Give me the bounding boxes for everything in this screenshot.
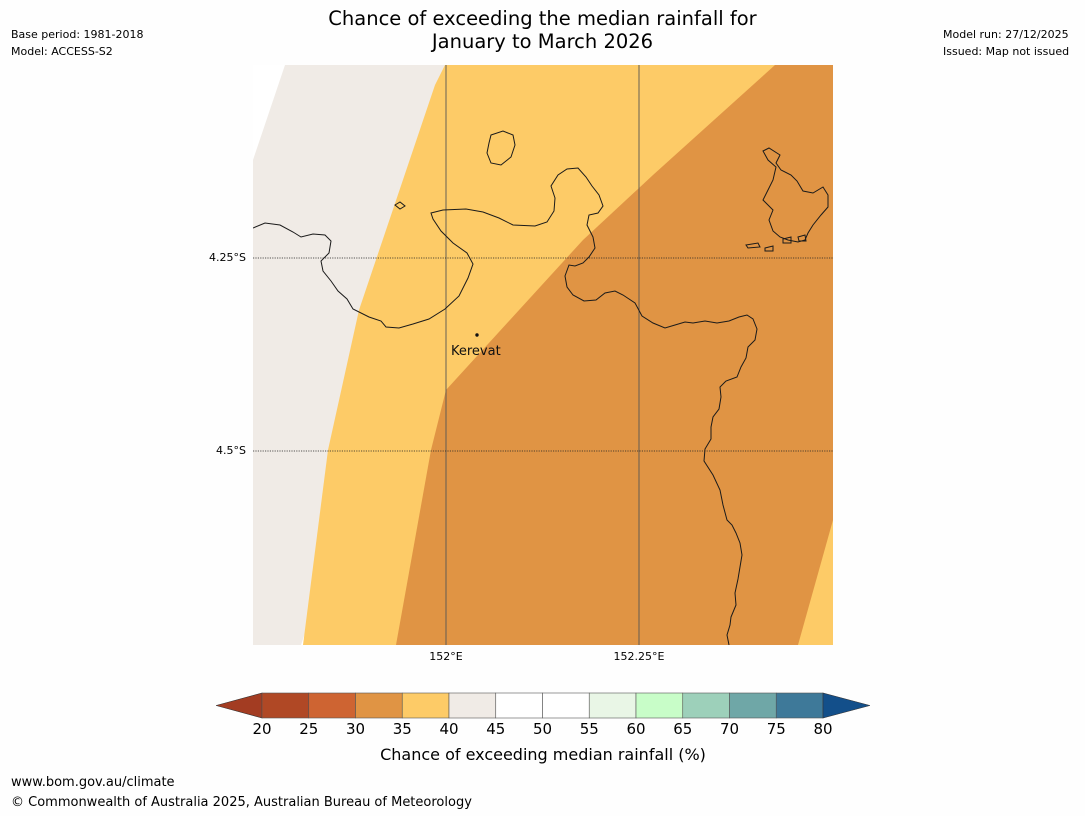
colorbar-svg	[214, 692, 872, 719]
colorbar-tick-label: 60	[626, 720, 646, 738]
coastline-islets	[745, 234, 807, 252]
lon-label-152-25: 152.25°E	[613, 650, 665, 663]
colorbar-cell	[495, 692, 543, 719]
colorbar-tick-label: 20	[252, 720, 272, 738]
rainfall-map[interactable]: Kerevat	[253, 65, 833, 645]
colorbar-tick-label: 70	[719, 720, 740, 738]
zone-30-35-percent	[396, 65, 833, 645]
colorbar-cell	[775, 692, 824, 719]
coastline-island-north	[486, 130, 516, 166]
colorbar-cell	[261, 692, 310, 719]
colorbar-tick-label: 55	[579, 720, 599, 738]
colorbar-arrow-low	[214, 692, 263, 719]
meta-info-left: Base period: 1981-2018 Model: ACCESS-S2	[11, 26, 143, 60]
colorbar-legend	[214, 692, 872, 719]
colorbar-cell	[729, 692, 777, 719]
colorbar-tick-label: 80	[813, 720, 833, 738]
coastline-peninsula-east	[762, 147, 829, 243]
title-line-2: January to March 2026	[431, 30, 654, 53]
map-title: Chance of exceeding the median rainfall …	[280, 7, 805, 53]
town-label-kerevat: Kerevat	[451, 344, 501, 359]
colorbar-cell	[588, 692, 637, 719]
colorbar-tick-label: 30	[345, 720, 366, 738]
footer-copyright: © Commonwealth of Australia 2025, Austra…	[11, 795, 472, 810]
model-text: Model: ACCESS-S2	[11, 45, 113, 58]
colorbar-tick-label: 75	[766, 720, 786, 738]
coastline-island-small	[394, 201, 406, 210]
footer-url: www.bom.gov.au/climate	[11, 775, 175, 790]
colorbar-tick-label: 25	[299, 720, 319, 738]
map-svg: Kerevat	[253, 65, 833, 645]
colorbar-tick-label: 45	[486, 720, 506, 738]
colorbar-tick-label: 40	[439, 720, 459, 738]
lat-label-4-5: 4.5°S	[216, 444, 246, 457]
colorbar-cell	[308, 692, 356, 719]
issued-text: Issued: Map not issued	[943, 45, 1070, 58]
colorbar-cell	[448, 692, 497, 719]
colorbar-cell	[542, 692, 590, 719]
colorbar-title: Chance of exceeding median rainfall (%)	[380, 745, 706, 764]
base-period-text: Base period: 1981-2018	[11, 28, 144, 41]
colorbar-cell	[635, 692, 684, 719]
model-run-text: Model run: 27/12/2025	[943, 28, 1069, 41]
colorbar-arrow-high	[822, 692, 872, 719]
colorbar-tick-label: 50	[532, 720, 553, 738]
colorbar-cell	[682, 692, 730, 719]
coastline-main	[253, 167, 758, 645]
colorbar-tick-label: 35	[392, 720, 412, 738]
lat-label-4-25: 4.25°S	[209, 251, 246, 264]
colorbar-cell	[355, 692, 403, 719]
lon-label-152: 152°E	[429, 650, 463, 663]
colorbar-tick-label: 65	[673, 720, 693, 738]
meta-info-right: Model run: 27/12/2025 Issued: Map not is…	[943, 26, 1069, 60]
colorbar-cell	[401, 692, 450, 719]
town-marker-kerevat	[475, 333, 479, 337]
title-line-1: Chance of exceeding the median rainfall …	[328, 7, 757, 30]
